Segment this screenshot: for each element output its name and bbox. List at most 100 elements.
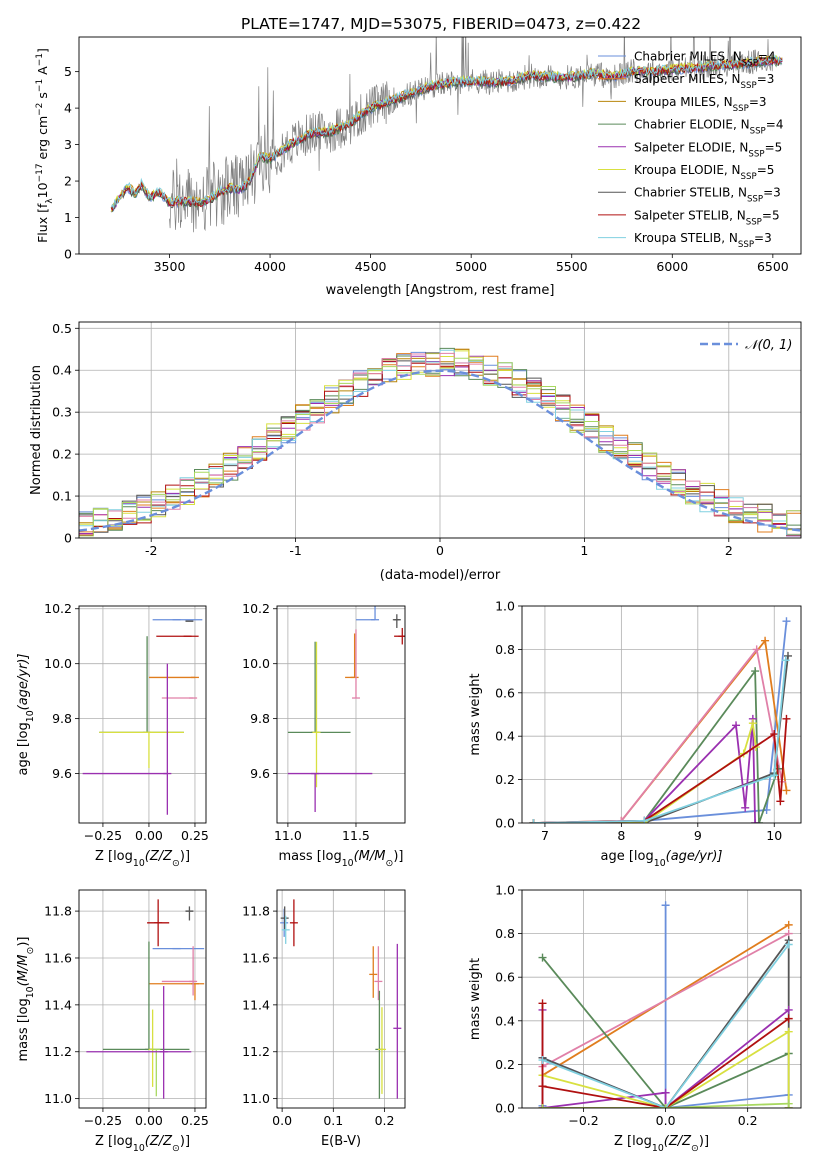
y-axis-label: mass weight	[468, 673, 483, 755]
residual-histogram-panel: -2 -1 0 1 2 0 0.1 0.2 0.3 0.4 0.5 𝒩(0, 1) (data-mode…	[29, 321, 802, 583]
x-tick-label: 4500	[355, 259, 387, 274]
y-tick-label: 10.0	[44, 656, 72, 671]
errorbar-point	[185, 906, 194, 921]
weight-point-marker	[784, 1027, 793, 1036]
y-tick-label: 0.5	[52, 321, 72, 336]
x-tick-label: 1	[580, 543, 588, 558]
y-tick-label: 11.6	[242, 950, 270, 965]
x-tick-label: 0.2	[738, 1113, 758, 1128]
x-axis-label: Z [log10(Z/Z⊙)]	[614, 1134, 709, 1154]
model-spectrum-line	[110, 55, 783, 212]
x-tick-label: 5000	[455, 259, 487, 274]
y-tick-label: 3	[64, 137, 72, 152]
weight-point-marker	[754, 819, 763, 823]
plot-content	[110, 37, 783, 233]
errorbar-point	[281, 915, 290, 944]
x-tick-label: 0.25	[181, 828, 209, 843]
mass-vs-metallicity-panel: −0.25 0.00 0.25 11.0 11.2 11.4 11.6 11.8 Z [log1…	[16, 889, 209, 1154]
weight-point-marker	[640, 816, 649, 823]
plot-content	[522, 606, 801, 823]
y-axis-label: age [log10(age/yr)]	[16, 654, 36, 776]
weight-point-marker	[782, 786, 791, 795]
y-tick-label: 4	[64, 101, 72, 116]
y-axis-label: Flux [fλ10−17 erg cm−2 s−1 A−1]	[35, 48, 55, 243]
weight-point-marker	[761, 636, 770, 645]
x-tick-label: −0.25	[84, 828, 122, 843]
axes-frame	[276, 605, 406, 824]
plot-area	[277, 890, 405, 1108]
weight-point-marker	[770, 771, 779, 780]
weight-point-marker	[782, 617, 791, 626]
x-axis-label: Z [log10(Z/Z⊙)]	[95, 1134, 190, 1154]
y-tick-label: 0.4	[495, 1013, 515, 1028]
errorbar-point	[161, 946, 198, 996]
axes-frame	[78, 36, 802, 255]
legend-label: Salpeter STELIB, NSSP=5	[634, 208, 780, 227]
errorbar-point	[152, 1048, 161, 1097]
model-spectrum-line	[110, 54, 783, 210]
mass-weight-vs-metallicity-panel: −0.2 0.0 0.2 0.0 0.2 0.4 0.6 0.8 1.0 Z [log10(Z/Z…	[468, 883, 802, 1154]
x-tick-label: -1	[289, 543, 301, 558]
plot-area	[79, 606, 206, 823]
x-axis-label: mass [log10(M/M⊙)]	[279, 849, 404, 869]
legend-label: Kroupa STELIB, NSSP=3	[634, 231, 772, 250]
y-tick-label: 0.2	[495, 772, 515, 787]
weight-series-line	[542, 932, 790, 1068]
y-tick-label: 0	[64, 247, 72, 262]
errorbar-point	[345, 633, 359, 679]
y-tick-label: 11.8	[44, 904, 72, 919]
y-tick-label: 0.2	[52, 447, 72, 462]
axes-frame	[78, 321, 802, 539]
age-vs-metallicity-panel: −0.25 0.00 0.25 9.6 9.8 10.0 10.2 Z [log10(Z/Z⊙…	[16, 601, 209, 868]
axes-frame	[276, 889, 406, 1109]
weight-point-marker	[781, 656, 790, 665]
errorbar-point	[377, 1007, 386, 1094]
x-tick-label: 4000	[254, 259, 286, 274]
x-tick-label: 6000	[656, 259, 688, 274]
errorbar-point	[369, 946, 378, 998]
y-tick-label: 9.8	[250, 711, 270, 726]
errorbar-point	[374, 946, 383, 1001]
x-tick-label: 10	[766, 828, 782, 843]
x-axis-label: Z [log10(Z/Z⊙)]	[95, 849, 190, 869]
y-tick-label: 11.0	[44, 1091, 72, 1106]
x-tick-label: 0.0	[272, 1113, 292, 1128]
y-axis-label: mass [log10(M/M⊙)]	[16, 937, 36, 1062]
y-tick-label: 11.2	[242, 1044, 270, 1059]
y-tick-label: 11.8	[242, 904, 270, 919]
weight-series-line	[542, 937, 790, 1108]
x-tick-label: 0.1	[323, 1113, 343, 1128]
weight-series-line	[541, 957, 790, 1108]
weight-point-marker	[784, 1014, 793, 1023]
weight-point-marker	[784, 920, 793, 929]
x-tick-label: 2	[725, 543, 733, 558]
axes-frame	[521, 889, 802, 1109]
weight-point-marker	[538, 999, 547, 1008]
x-tick-label: -2	[145, 543, 157, 558]
x-axis-label: E(B-V)	[321, 1134, 361, 1149]
weight-point-marker	[751, 819, 760, 823]
errorbar-point	[147, 899, 170, 947]
legend-label: Chabrier MILES, NSSP=4	[634, 50, 776, 69]
weight-point-marker	[752, 645, 761, 654]
y-tick-label: 10.2	[242, 601, 270, 616]
plot-content	[277, 890, 405, 1108]
normal-distribution-curve	[79, 369, 801, 532]
plot-area	[277, 606, 405, 823]
errorbar-point	[392, 614, 401, 628]
weight-point-marker	[661, 901, 670, 910]
y-tick-label: 1.0	[495, 599, 515, 614]
x-tick-label: 9	[694, 828, 702, 843]
x-tick-label: 7	[541, 828, 549, 843]
axes-frame	[78, 605, 207, 824]
model-spectrum-line	[110, 56, 783, 212]
x-axis-label: age [log10(age/yr)]	[601, 849, 723, 869]
weight-series-line	[542, 1030, 790, 1108]
weight-point-marker	[748, 719, 757, 728]
weight-point-marker	[732, 721, 741, 730]
x-tick-label: 11.5	[342, 828, 370, 843]
weight-series-line	[542, 943, 790, 1108]
weight-point-marker	[538, 1104, 547, 1108]
legend-label: Salpeter MILES, NSSP=3	[634, 72, 774, 91]
